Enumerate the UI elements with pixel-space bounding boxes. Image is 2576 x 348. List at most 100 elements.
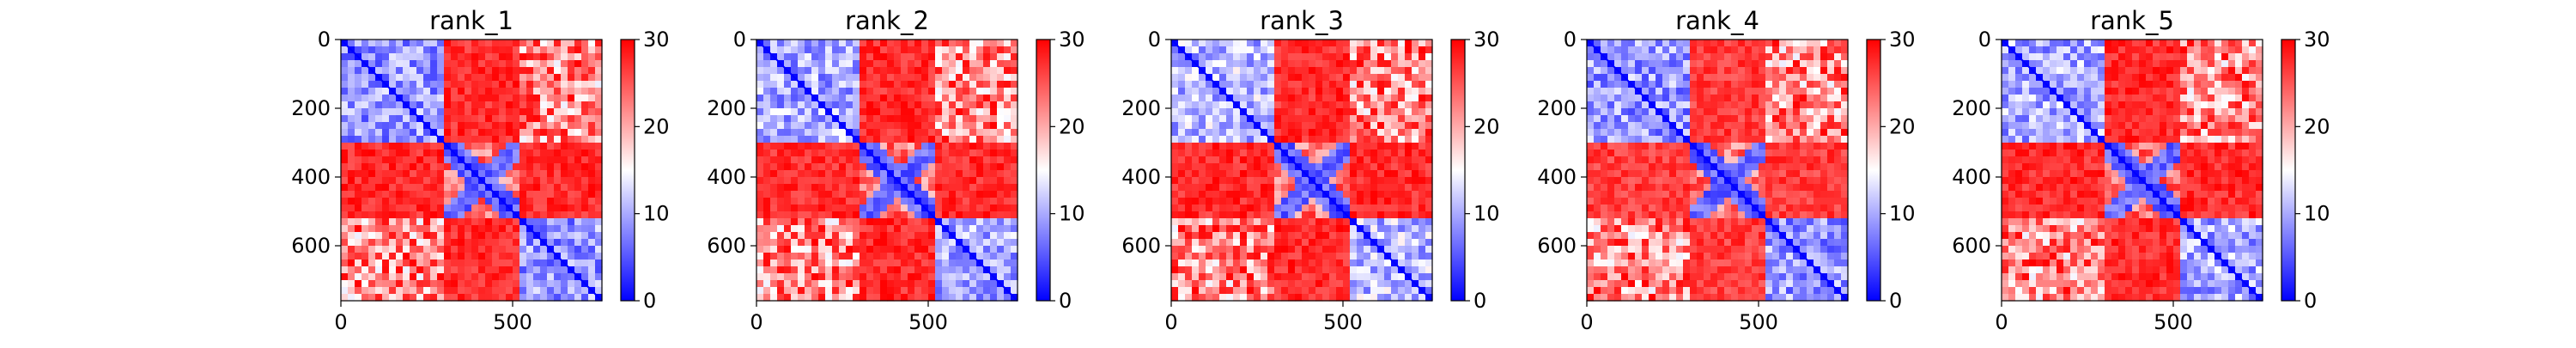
heatmap-cell — [1288, 163, 1296, 171]
heatmap-cell — [1004, 211, 1012, 219]
heatmap-cell — [1412, 246, 1419, 253]
heatmap-cell — [1587, 74, 1595, 82]
heatmap-cell — [499, 136, 507, 143]
heatmap-cell — [1247, 136, 1255, 143]
heatmap-cell — [921, 108, 929, 116]
heatmap-cell — [1405, 218, 1413, 226]
heatmap-cell — [533, 218, 541, 226]
heatmap-cell — [928, 46, 936, 54]
heatmap-cell — [1425, 156, 1433, 164]
heatmap-cell — [1302, 177, 1309, 185]
heatmap-cell — [901, 246, 908, 253]
heatmap-cell — [1192, 239, 1200, 247]
heatmap-cell — [990, 150, 998, 157]
heatmap-cell — [928, 280, 936, 288]
heatmap-cell — [1683, 101, 1691, 109]
heatmap-cell — [1295, 74, 1303, 82]
heatmap-cell — [1254, 108, 1261, 116]
heatmap-cell — [430, 253, 438, 260]
heatmap-cell — [873, 122, 881, 130]
heatmap-cell — [866, 122, 874, 130]
heatmap-cell — [1288, 40, 1296, 47]
heatmap-cell — [1697, 74, 1704, 82]
heatmap-cell — [818, 46, 826, 54]
heatmap-cell — [1212, 156, 1220, 164]
heatmap-cell — [1315, 74, 1323, 82]
heatmap-cell — [1212, 53, 1220, 61]
heatmap-cell — [1364, 198, 1371, 205]
heatmap-cell — [791, 225, 799, 233]
heatmap-cell — [458, 191, 465, 198]
heatmap-cell — [451, 211, 459, 219]
heatmap-cell — [1261, 266, 1268, 274]
heatmap-cell — [568, 205, 575, 212]
heatmap-cell — [554, 40, 562, 47]
heatmap-cell — [1185, 74, 1193, 82]
heatmap-cell — [1704, 46, 1711, 54]
heatmap-cell — [1247, 46, 1255, 54]
heatmap-cell — [887, 177, 895, 185]
heatmap-cell — [499, 60, 507, 68]
heatmap-cell — [1343, 177, 1351, 185]
heatmap-cell — [846, 74, 854, 82]
heatmap-cell — [1329, 95, 1337, 102]
heatmap-cell — [1357, 205, 1364, 212]
heatmap-cell — [1628, 40, 1636, 47]
heatmap-cell — [866, 74, 874, 82]
heatmap-cell — [485, 205, 493, 212]
heatmap-cell — [839, 129, 847, 137]
heatmap-cell — [389, 115, 397, 123]
heatmap-cell — [873, 143, 881, 150]
heatmap-cell — [969, 191, 977, 198]
heatmap-cell — [1384, 74, 1392, 82]
heatmap-cell — [554, 101, 562, 109]
heatmap-cell — [568, 60, 575, 68]
heatmap-cell — [777, 129, 785, 137]
heatmap-cell — [1412, 74, 1419, 82]
heatmap-cell — [526, 205, 534, 212]
heatmap-cell — [908, 74, 915, 82]
heatmap-cell — [1212, 205, 1220, 212]
heatmap-cell — [396, 184, 404, 192]
heatmap-cell — [1178, 95, 1186, 102]
heatmap-cell — [908, 280, 915, 288]
heatmap-cell — [526, 67, 534, 75]
heatmap-cell — [423, 287, 431, 295]
heatmap-cell — [423, 95, 431, 102]
heatmap-cell — [1621, 88, 1629, 95]
heatmap-cell — [533, 294, 541, 302]
heatmap-cell — [1302, 129, 1309, 137]
heatmap-cell — [1820, 108, 1828, 116]
heatmap-cell — [1697, 40, 1704, 47]
heatmap-cell — [756, 177, 764, 185]
heatmap-cell — [997, 253, 1005, 260]
heatmap-cell — [928, 246, 936, 253]
heatmap-cell — [1786, 60, 1794, 68]
heatmap-cell — [908, 53, 915, 61]
heatmap-cell — [832, 122, 840, 130]
heatmap-cell — [499, 81, 507, 89]
heatmap-cell — [1199, 170, 1206, 178]
heatmap-cell — [887, 129, 895, 137]
heatmap-cell — [997, 143, 1005, 150]
heatmap-cell — [485, 53, 493, 61]
heatmap-cell — [1370, 287, 1378, 295]
heatmap-cell — [361, 88, 369, 95]
heatmap-cell — [963, 150, 970, 157]
heatmap-cell — [1267, 129, 1275, 137]
heatmap-cell — [568, 211, 575, 219]
heatmap-cell — [1281, 191, 1289, 198]
heatmap-cell — [1412, 95, 1419, 102]
heatmap-cell — [492, 170, 500, 178]
heatmap-cell — [1649, 46, 1656, 54]
heatmap-cell — [519, 191, 527, 198]
heatmap-cell — [805, 122, 812, 130]
heatmap-cell — [873, 46, 881, 54]
heatmap-cell — [382, 225, 390, 233]
heatmap-cell — [798, 143, 805, 150]
heatmap-cell — [595, 225, 603, 233]
heatmap-cell — [416, 67, 424, 75]
heatmap-cell — [784, 246, 792, 253]
heatmap-cell — [533, 46, 541, 54]
heatmap-cell — [1834, 108, 1842, 116]
